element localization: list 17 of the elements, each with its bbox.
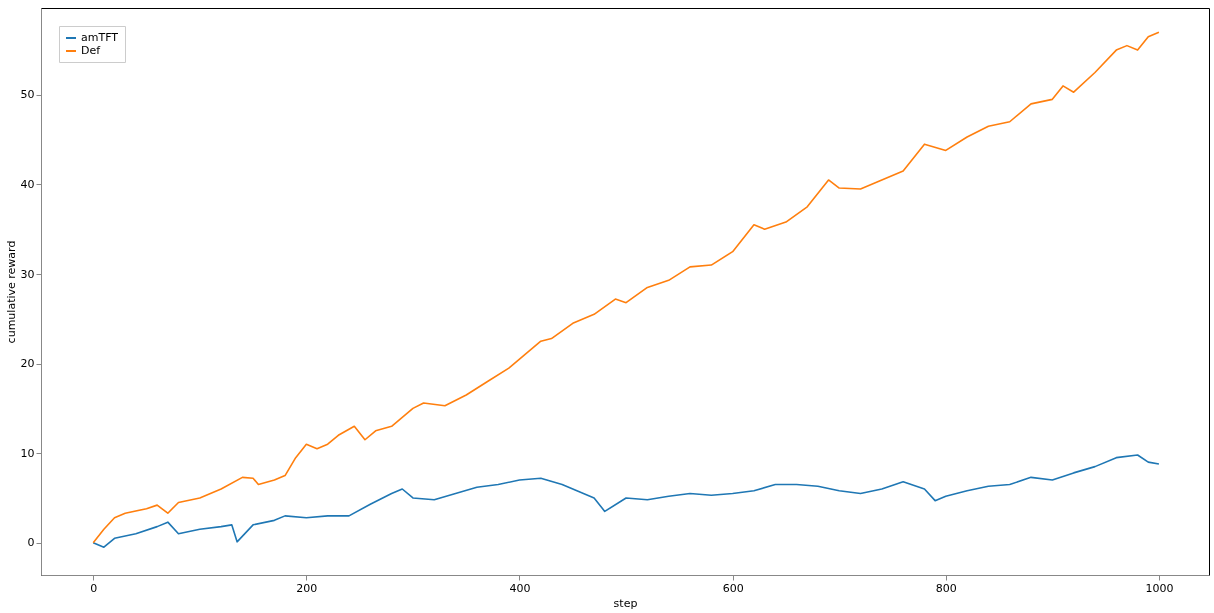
y-tick-label: 40	[20, 177, 35, 191]
y-axis-title: cumulative reward	[4, 240, 18, 344]
x-tick-label: 200	[296, 581, 318, 595]
line-series	[92, 454, 1160, 549]
y-tick-label: 30	[20, 267, 35, 281]
x-tick-label: 800	[935, 581, 957, 595]
legend-label: amTFT	[81, 31, 119, 44]
y-tick-label: 20	[20, 357, 35, 371]
x-tick-label: 600	[722, 581, 744, 595]
y-tick-label: 50	[20, 88, 35, 102]
x-tick-label: 0	[90, 581, 98, 595]
y-tick-label: 10	[20, 446, 35, 460]
x-tick-label: 1000	[1145, 581, 1174, 595]
legend-label: Def	[81, 44, 102, 57]
x-tick-label: 400	[509, 581, 531, 595]
y-tick-label: 0	[27, 536, 35, 550]
x-axis-title: step	[613, 596, 638, 610]
